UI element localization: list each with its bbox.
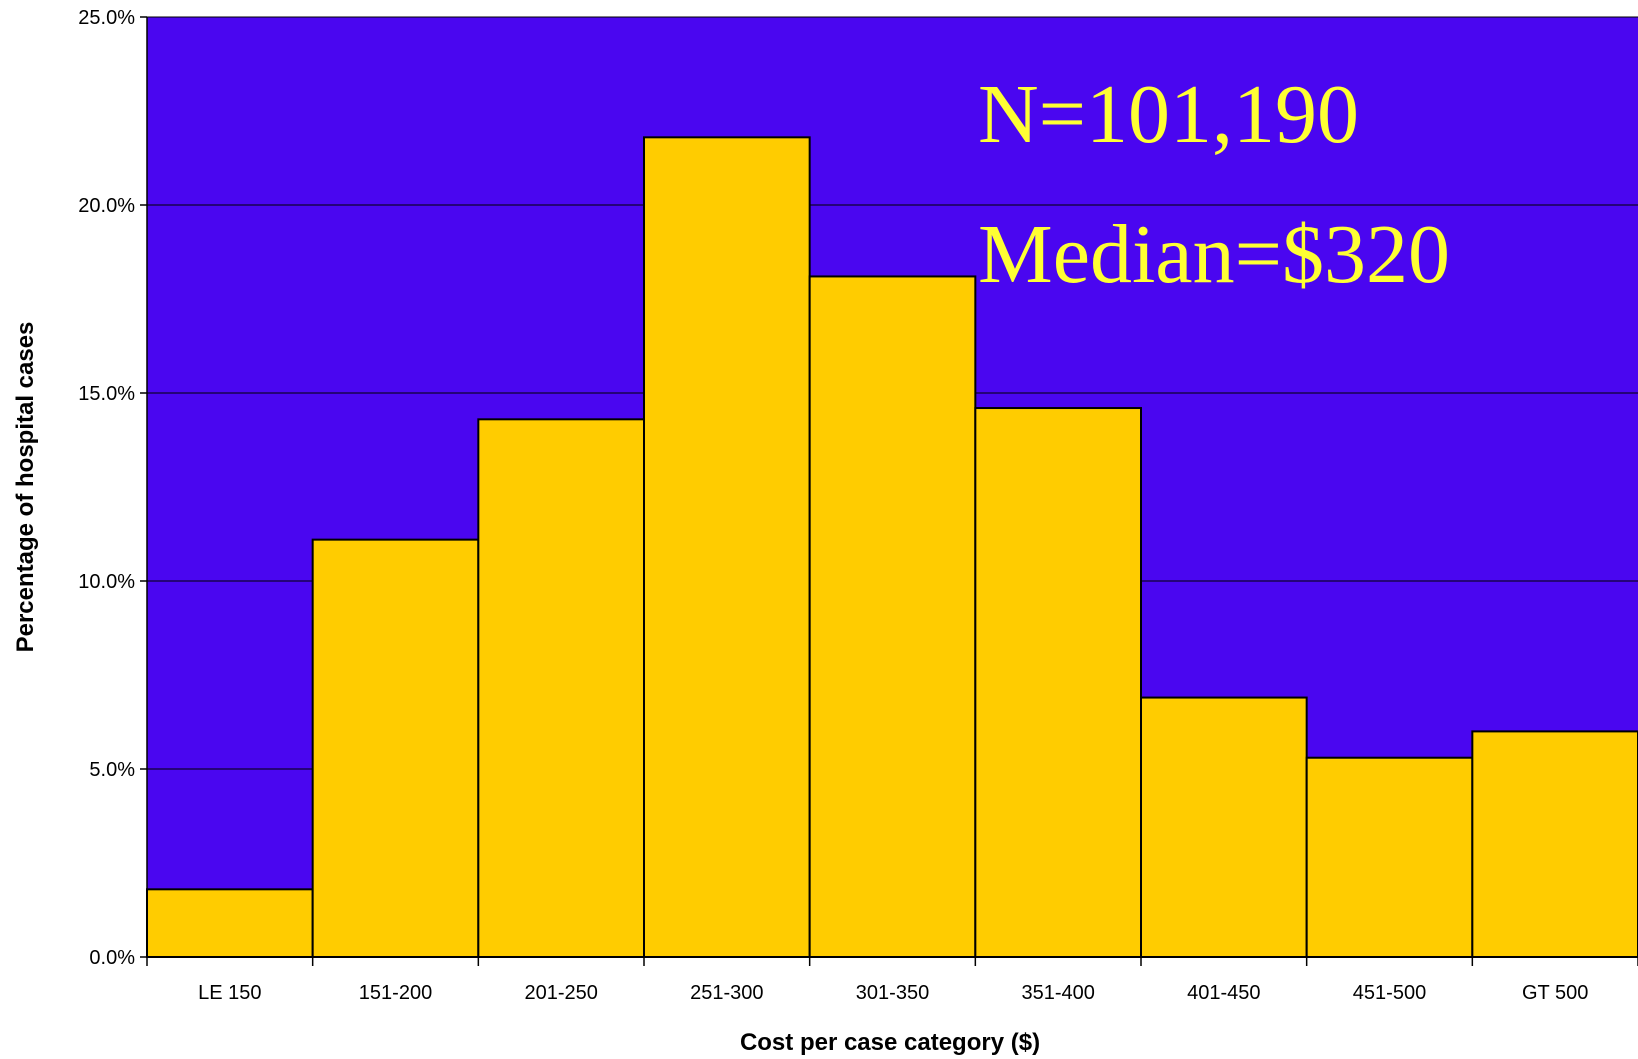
bar — [311, 538, 480, 958]
bar — [1140, 696, 1308, 958]
x-tick-label: 201-250 — [524, 982, 597, 1004]
y-axis-title: Percentage of hospital cases — [12, 322, 39, 653]
bar — [808, 275, 977, 958]
x-tick-label: 301-350 — [856, 982, 929, 1004]
axes — [140, 16, 1638, 966]
x-tick-label: GT 500 — [1522, 982, 1588, 1004]
bar — [1471, 730, 1638, 959]
y-tick-label: 20.0% — [78, 195, 135, 217]
y-tick-label: 0.0% — [89, 947, 135, 969]
y-tick-labels: 0.0% 5.0% 10.0% 15.0% 20.0% 25.0% — [78, 7, 135, 969]
x-tick-label: 401-450 — [1187, 982, 1260, 1004]
bar — [974, 407, 1142, 959]
x-tick-label: 251-300 — [690, 982, 763, 1004]
y-tick-label: 15.0% — [78, 383, 135, 405]
median-annotation: Median=$320 — [978, 208, 1450, 301]
sample-size-annotation: N=101,190 — [978, 68, 1359, 161]
x-tick-labels: LE 150 151-200 201-250 251-300 301-350 351-40… — [198, 982, 1588, 1004]
x-tick-label: 151-200 — [359, 982, 432, 1004]
bar — [477, 418, 646, 958]
y-tick-label: 25.0% — [78, 7, 135, 29]
bar — [1305, 756, 1474, 958]
x-tick-label: LE 150 — [198, 982, 261, 1004]
x-axis-title: Cost per case category ($) — [740, 1029, 1040, 1056]
x-tick-label: 451-500 — [1353, 982, 1426, 1004]
y-tick-label: 10.0% — [78, 571, 135, 593]
y-tick-label: 5.0% — [89, 759, 135, 781]
bar — [643, 136, 811, 958]
x-tick-label: 351-400 — [1021, 982, 1094, 1004]
bar — [146, 888, 314, 959]
bars — [146, 136, 1638, 959]
